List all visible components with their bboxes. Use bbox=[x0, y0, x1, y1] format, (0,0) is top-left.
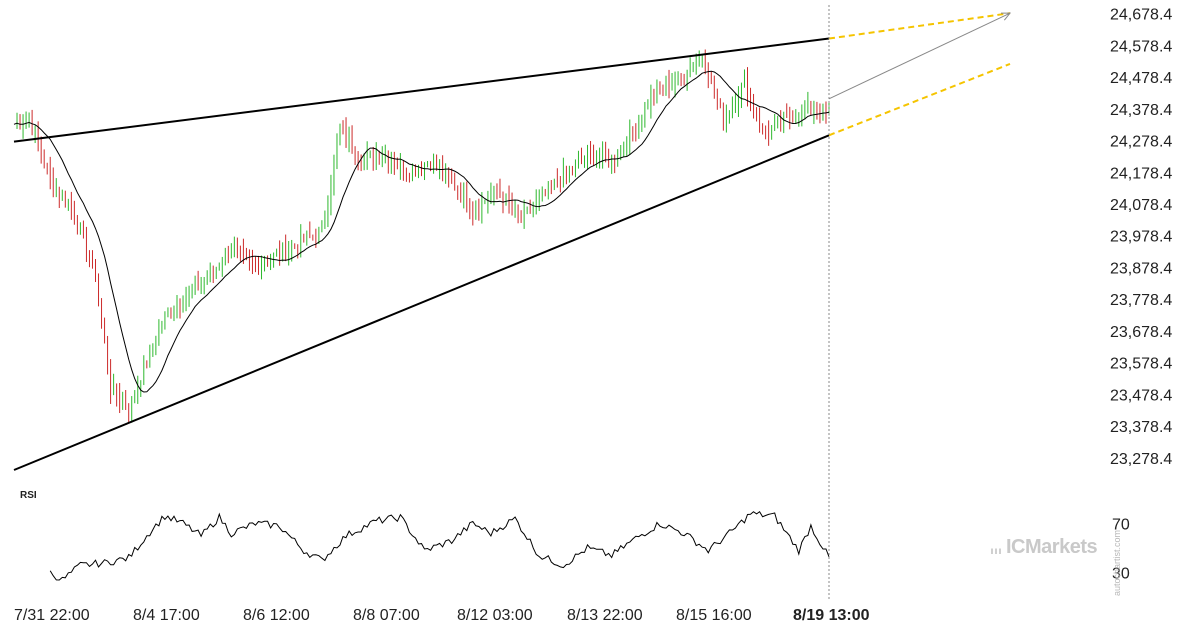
axes: 24,678.4 24,578.4 24,478.4 24,378.4 24,278.4… bbox=[14, 5, 1172, 624]
x-tick-label: 8/6 12:00 bbox=[243, 607, 310, 624]
brand-logo: ICMarkets bbox=[990, 536, 1098, 559]
y-tick-label: 23,578.4 bbox=[1110, 356, 1172, 373]
bars-icon bbox=[990, 540, 1004, 554]
rsi-label: RSI bbox=[20, 490, 37, 501]
y-tick-label: 24,278.4 bbox=[1110, 134, 1172, 151]
projection-arrow bbox=[828, 12, 1011, 100]
credit-text: autochartist.com bbox=[1112, 529, 1122, 596]
x-tick-label: 8/15 16:00 bbox=[676, 607, 752, 624]
x-tick-label: 8/13 22:00 bbox=[567, 607, 643, 624]
projection-lower bbox=[828, 63, 1011, 137]
x-tick-label: 8/4 17:00 bbox=[133, 607, 200, 624]
x-tick-label: 8/19 13:00 bbox=[793, 607, 870, 624]
price-panel bbox=[13, 12, 1012, 471]
candles bbox=[16, 49, 830, 423]
rsi-tick-label: 30 bbox=[1112, 566, 1130, 583]
rsi-tick-label: 70 bbox=[1112, 516, 1130, 533]
y-tick-label: 24,378.4 bbox=[1110, 102, 1172, 119]
trendline-lower bbox=[13, 134, 830, 471]
y-tick-label: 23,678.4 bbox=[1110, 324, 1172, 341]
y-tick-label: 23,878.4 bbox=[1110, 260, 1172, 277]
y-tick-label: 24,078.4 bbox=[1110, 197, 1172, 214]
y-tick-label: 23,978.4 bbox=[1110, 229, 1172, 246]
y-tick-label: 24,578.4 bbox=[1110, 38, 1172, 55]
rsi-panel: RSI 70 30 bbox=[20, 490, 1130, 583]
y-tick-label: 24,678.4 bbox=[1110, 7, 1172, 24]
y-tick-label: 23,778.4 bbox=[1110, 292, 1172, 309]
rsi-line bbox=[49, 510, 830, 581]
moving-average-line bbox=[13, 70, 830, 393]
projection-upper bbox=[828, 12, 1011, 40]
y-tick-label: 23,478.4 bbox=[1110, 387, 1172, 404]
x-tick-label: 8/8 07:00 bbox=[353, 607, 420, 624]
y-tick-label: 23,378.4 bbox=[1110, 419, 1172, 436]
x-tick-label: 7/31 22:00 bbox=[14, 607, 90, 624]
y-tick-label: 24,478.4 bbox=[1110, 70, 1172, 87]
y-tick-label: 23,278.4 bbox=[1110, 451, 1172, 468]
trendline-upper bbox=[13, 37, 830, 143]
arrow-head-icon bbox=[1000, 12, 1012, 21]
y-tick-label: 24,178.4 bbox=[1110, 165, 1172, 182]
x-tick-label: 8/12 03:00 bbox=[457, 607, 533, 624]
